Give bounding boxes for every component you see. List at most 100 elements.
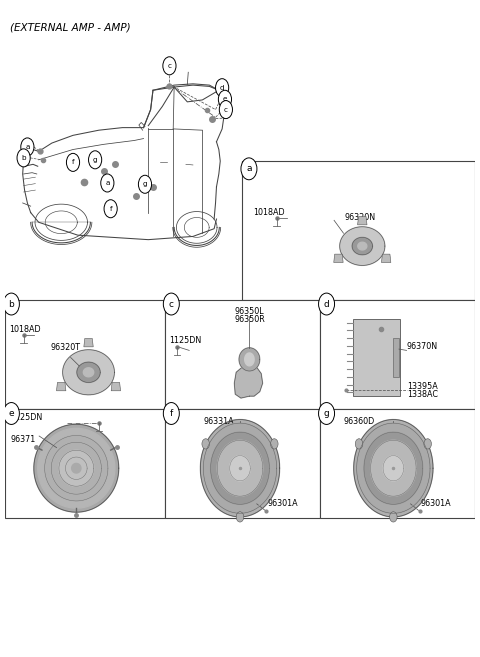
Polygon shape — [211, 432, 269, 505]
Circle shape — [163, 57, 176, 75]
Circle shape — [241, 158, 257, 180]
Polygon shape — [354, 420, 433, 517]
Polygon shape — [358, 216, 367, 225]
Bar — [5, 409, 165, 518]
Polygon shape — [111, 382, 120, 391]
Circle shape — [3, 403, 19, 424]
Circle shape — [3, 293, 19, 315]
Polygon shape — [371, 440, 416, 496]
Bar — [242, 161, 475, 300]
Text: d: d — [220, 85, 225, 91]
Polygon shape — [84, 338, 93, 347]
Text: 1125DN: 1125DN — [11, 413, 43, 422]
Text: e: e — [9, 409, 14, 418]
Text: 13395A: 13395A — [408, 382, 438, 391]
Text: 96371: 96371 — [11, 435, 36, 443]
Bar — [320, 409, 475, 518]
Polygon shape — [65, 457, 87, 480]
Polygon shape — [383, 455, 404, 481]
Polygon shape — [340, 227, 385, 265]
Polygon shape — [59, 450, 94, 486]
Text: 96320N: 96320N — [345, 214, 376, 222]
Text: 1018AD: 1018AD — [253, 208, 285, 217]
Polygon shape — [364, 432, 423, 505]
Text: c: c — [224, 106, 228, 112]
Circle shape — [101, 174, 114, 192]
Text: b: b — [21, 155, 26, 161]
Polygon shape — [34, 424, 119, 512]
Text: a: a — [25, 144, 30, 150]
Circle shape — [236, 512, 244, 522]
Text: f: f — [72, 160, 74, 166]
Polygon shape — [57, 382, 66, 391]
Text: g: g — [143, 181, 147, 187]
Bar — [165, 409, 320, 518]
Text: f: f — [170, 409, 173, 418]
Text: a: a — [105, 180, 109, 186]
Polygon shape — [357, 423, 430, 513]
Circle shape — [319, 293, 335, 315]
Circle shape — [66, 153, 80, 171]
Text: (EXTERNAL AMP - AMP): (EXTERNAL AMP - AMP) — [10, 23, 130, 33]
Circle shape — [17, 149, 30, 167]
Polygon shape — [77, 362, 100, 382]
Text: 96301A: 96301A — [420, 499, 451, 508]
Polygon shape — [234, 364, 263, 398]
Circle shape — [104, 200, 117, 217]
Text: 96320T: 96320T — [51, 344, 81, 352]
Polygon shape — [358, 242, 367, 250]
Circle shape — [138, 175, 152, 193]
Polygon shape — [382, 254, 391, 263]
Circle shape — [319, 403, 335, 424]
Polygon shape — [245, 353, 254, 366]
Text: c: c — [169, 300, 174, 309]
Circle shape — [390, 512, 397, 522]
Text: c: c — [168, 63, 171, 69]
Text: f: f — [109, 206, 112, 212]
Circle shape — [88, 151, 102, 169]
Text: 96331A: 96331A — [204, 417, 234, 426]
Text: g: g — [324, 409, 329, 418]
Polygon shape — [72, 463, 81, 473]
Circle shape — [21, 138, 34, 156]
Text: 96350L: 96350L — [234, 307, 264, 316]
Circle shape — [202, 439, 209, 449]
Circle shape — [163, 403, 180, 424]
Polygon shape — [239, 348, 260, 371]
Circle shape — [218, 90, 231, 108]
Bar — [165, 300, 320, 409]
Polygon shape — [63, 350, 114, 395]
Text: e: e — [223, 97, 227, 102]
Text: 1125DN: 1125DN — [169, 336, 202, 345]
Text: 96360D: 96360D — [344, 417, 375, 426]
Bar — [353, 319, 400, 396]
Polygon shape — [84, 368, 94, 376]
Polygon shape — [334, 254, 343, 263]
Text: 96350R: 96350R — [234, 315, 265, 324]
Circle shape — [219, 101, 232, 119]
Polygon shape — [38, 428, 115, 508]
Polygon shape — [51, 442, 101, 494]
Polygon shape — [201, 420, 280, 517]
Polygon shape — [217, 440, 263, 496]
Text: 96301A: 96301A — [267, 499, 298, 508]
Bar — [5, 300, 165, 409]
Bar — [393, 338, 398, 377]
Circle shape — [424, 439, 432, 449]
Text: g: g — [93, 157, 97, 163]
Polygon shape — [230, 455, 250, 481]
Circle shape — [163, 293, 180, 315]
Text: 1338AC: 1338AC — [408, 390, 438, 399]
Text: d: d — [324, 300, 329, 309]
Circle shape — [216, 79, 228, 97]
Polygon shape — [204, 423, 276, 513]
Text: a: a — [246, 164, 252, 173]
Circle shape — [271, 439, 278, 449]
Text: 96370N: 96370N — [407, 342, 438, 351]
Circle shape — [355, 439, 363, 449]
Polygon shape — [352, 237, 372, 255]
Polygon shape — [45, 436, 108, 501]
Text: b: b — [9, 300, 14, 309]
Bar — [320, 300, 475, 409]
Text: 1018AD: 1018AD — [10, 325, 41, 334]
